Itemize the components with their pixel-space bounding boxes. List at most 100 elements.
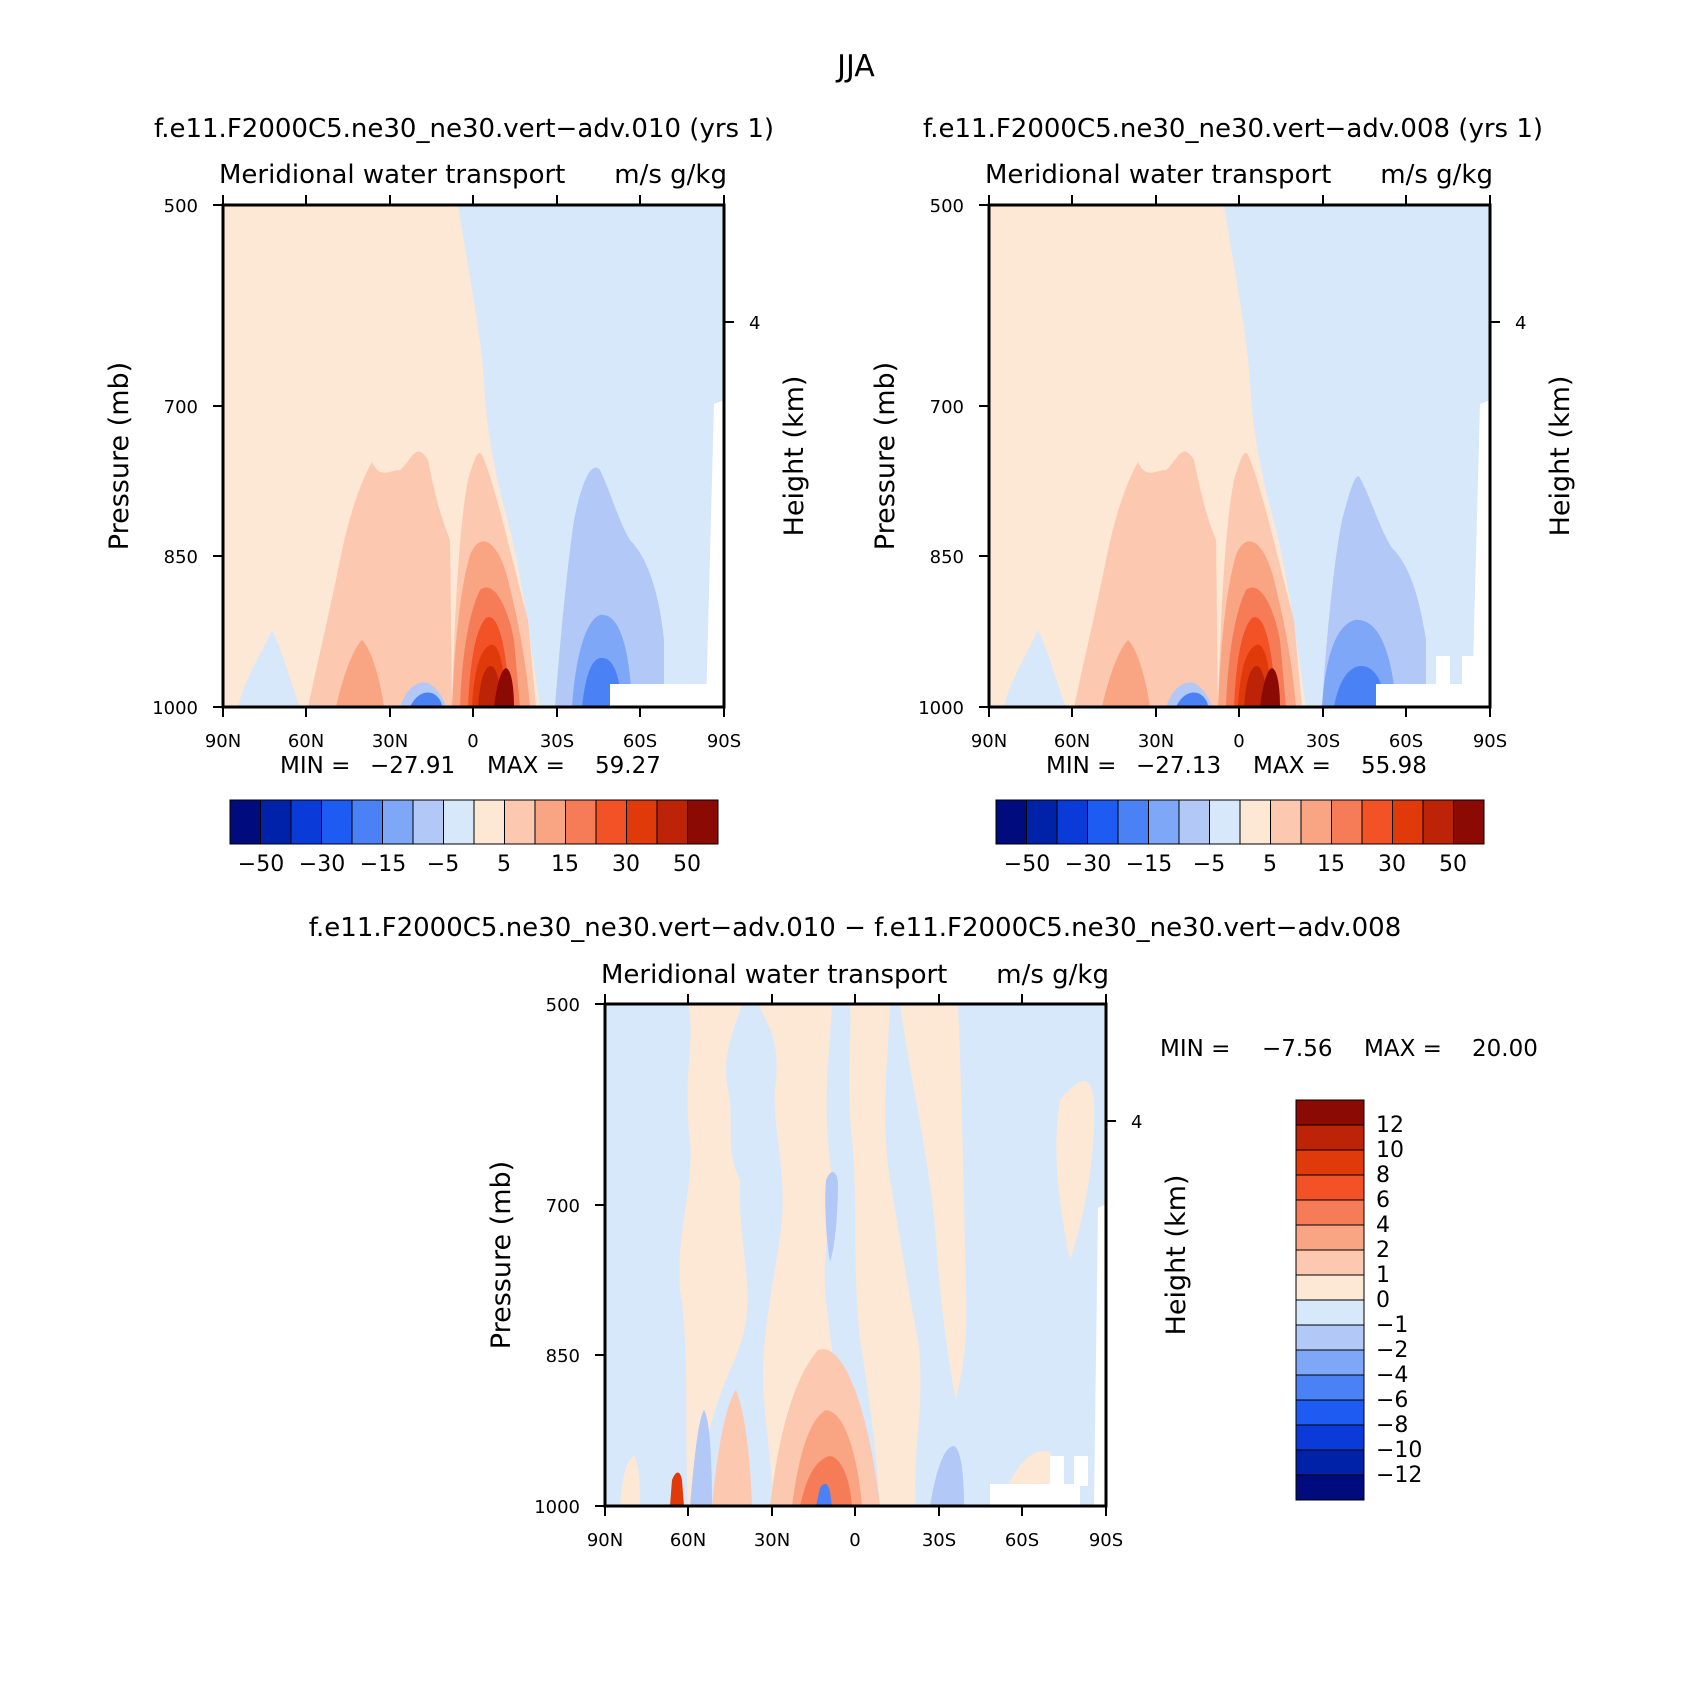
panel-c-cb-label-0: 0 — [1376, 1288, 1390, 1313]
panel-c-colorbar-swatch-15 — [1295, 1474, 1365, 1501]
panel-a-colorbar — [229, 799, 719, 845]
panel-b-cb-label-m50: −50 — [1004, 852, 1050, 877]
panel-b-contour-field — [989, 205, 1490, 707]
panel-a-colorbar-swatch-0 — [229, 799, 261, 845]
panel-c-colorbar-swatch-13 — [1295, 1424, 1365, 1451]
panel-b-cb-label-m5: −5 — [1193, 852, 1225, 877]
panel-b-y-tick-1000: 1000 — [918, 698, 964, 719]
panel-a-colorbar-swatch-9 — [504, 799, 536, 845]
panel-b-axes — [979, 195, 1500, 717]
panel-a-max-label: MAX = — [487, 753, 565, 779]
panel-b-y-tick-850: 850 — [930, 547, 964, 568]
panel-c-colorbar-swatch-14 — [1295, 1449, 1365, 1476]
panel-b-cb-label-m15: −15 — [1126, 852, 1172, 877]
panel-b-colorbar-swatch-5 — [1148, 799, 1180, 845]
panel-c-cb-label-10: 10 — [1376, 1138, 1404, 1163]
panel-c-cb-label-m10: −10 — [1376, 1438, 1422, 1463]
panel-c-x-tick-30n: 30N — [754, 1530, 790, 1551]
panel-a-colorbar-swatch-13 — [626, 799, 658, 845]
panel-a-ylabel: Pressure (mb) — [104, 362, 135, 550]
panel-a-cb-label-m15: −15 — [360, 852, 406, 877]
panel-b-colorbar-swatch-15 — [1453, 799, 1485, 845]
panel-c-max-label: MAX = — [1364, 1036, 1442, 1062]
panel-b-y-tick-500: 500 — [930, 196, 964, 217]
panel-c-colorbar-swatch-0 — [1295, 1099, 1365, 1126]
panel-b-colorbar — [995, 799, 1485, 845]
panel-a-max-value: 59.27 — [595, 753, 661, 779]
panel-a-colorbar-swatch-1 — [260, 799, 292, 845]
panel-b-x-tick-90n: 90N — [971, 731, 1007, 752]
panel-b-cb-label-50: 50 — [1439, 852, 1467, 877]
panel-a-axes — [213, 195, 734, 717]
figure-title: JJA — [835, 49, 875, 84]
panel-c-contour-field — [605, 1004, 1106, 1506]
panel-c-axes — [595, 994, 1116, 1516]
panel-b-colorbar-swatch-12 — [1361, 799, 1393, 845]
panel-c-x-tick-90s: 90S — [1089, 1530, 1123, 1551]
panel-c-colorbar-swatch-6 — [1295, 1249, 1365, 1276]
panel-c-min-value: −7.56 — [1262, 1036, 1332, 1062]
panel-b-colorbar-swatch-2 — [1056, 799, 1088, 845]
panel-a-case-title: f.e11.F2000C5.ne30_ne30.vert−adv.010 (yr… — [154, 114, 774, 144]
panel-c-cb-label-4: 4 — [1376, 1213, 1390, 1238]
panel-a-colorbar-swatch-8 — [473, 799, 505, 845]
panel-a-x-tick-30s: 30S — [540, 731, 574, 752]
panel-b-y2label: Height (km) — [1545, 376, 1576, 537]
panel-a-colorbar-swatch-15 — [687, 799, 719, 845]
panel-a-colorbar-swatch-12 — [595, 799, 627, 845]
panel-c-x-tick-60n: 60N — [670, 1530, 706, 1551]
panel-a-y-tick-850: 850 — [164, 547, 198, 568]
panel-b-colorbar-swatch-3 — [1087, 799, 1119, 845]
panel-a-cb-label-m5: −5 — [427, 852, 459, 877]
panel-c-colorbar-swatch-1 — [1295, 1124, 1365, 1151]
panel-a-colorbar-swatch-10 — [534, 799, 566, 845]
panel-a-colorbar-swatch-4 — [351, 799, 383, 845]
panel-b-units-title: m/s g/kg — [1380, 160, 1493, 190]
panel-c-units-title: m/s g/kg — [996, 960, 1109, 990]
panel-c-ylabel: Pressure (mb) — [486, 1161, 517, 1349]
panel-c-case-title: f.e11.F2000C5.ne30_ne30.vert−adv.010 − f… — [309, 913, 1401, 943]
panel-c-y-tick-700: 700 — [546, 1196, 580, 1217]
panel-c-colorbar-swatch-9 — [1295, 1324, 1365, 1351]
panel-c-y-tick-500: 500 — [546, 995, 580, 1016]
panel-b-max-label: MAX = — [1253, 753, 1331, 779]
panel-b-max-value: 55.98 — [1361, 753, 1427, 779]
panel-b-variable-title: Meridional water transport — [985, 160, 1331, 190]
panel-c: f.e11.F2000C5.ne30_ne30.vert−adv.010 − f… — [309, 913, 1538, 1551]
panel-b-x-tick-30s: 30S — [1306, 731, 1340, 752]
panel-a-x-tick-eq: 0 — [467, 731, 478, 752]
panel-c-x-tick-30s: 30S — [922, 1530, 956, 1551]
panel-a-x-tick-30n: 30N — [372, 731, 408, 752]
panel-b-x-tick-30n: 30N — [1138, 731, 1174, 752]
panel-b-colorbar-swatch-4 — [1117, 799, 1149, 845]
panel-c-cb-label-6: 6 — [1376, 1188, 1390, 1213]
panel-a-cb-label-m30: −30 — [299, 852, 345, 877]
panel-c-variable-title: Meridional water transport — [601, 960, 947, 990]
panel-a-colorbar-swatch-7 — [443, 799, 475, 845]
panel-c-x-tick-90n: 90N — [587, 1530, 623, 1551]
panel-b-colorbar-swatch-14 — [1422, 799, 1454, 845]
panel-a-colorbar-swatch-6 — [412, 799, 444, 845]
panel-b-colorbar-swatch-11 — [1331, 799, 1363, 845]
panel-c-x-tick-60s: 60S — [1005, 1530, 1039, 1551]
panel-a-y-tick-1000: 1000 — [152, 698, 198, 719]
panel-b-min-value: −27.13 — [1136, 753, 1221, 779]
panel-c-y2-tick-4: 4 — [1131, 1112, 1142, 1133]
panel-c-cb-label-m6: −6 — [1376, 1388, 1408, 1413]
panel-c-colorbar-swatch-10 — [1295, 1349, 1365, 1376]
panel-b-x-tick-60n: 60N — [1054, 731, 1090, 752]
panel-c-colorbar — [1295, 1099, 1365, 1501]
panel-a-variable-title: Meridional water transport — [219, 160, 565, 190]
panel-a-colorbar-swatch-11 — [565, 799, 597, 845]
panel-b-colorbar-swatch-1 — [1026, 799, 1058, 845]
panel-c-y2label: Height (km) — [1161, 1175, 1192, 1336]
panel-b-colorbar-swatch-9 — [1270, 799, 1302, 845]
panel-c-colorbar-swatch-5 — [1295, 1224, 1365, 1251]
panel-c-colorbar-swatch-7 — [1295, 1274, 1365, 1301]
panel-a-cb-label-5: 5 — [497, 852, 511, 877]
panel-c-y-tick-1000: 1000 — [534, 1497, 580, 1518]
panel-b-colorbar-swatch-10 — [1300, 799, 1332, 845]
panel-b-colorbar-swatch-8 — [1239, 799, 1271, 845]
panel-a-cb-label-m50: −50 — [238, 852, 284, 877]
panel-c-min-label: MIN = — [1160, 1036, 1230, 1062]
